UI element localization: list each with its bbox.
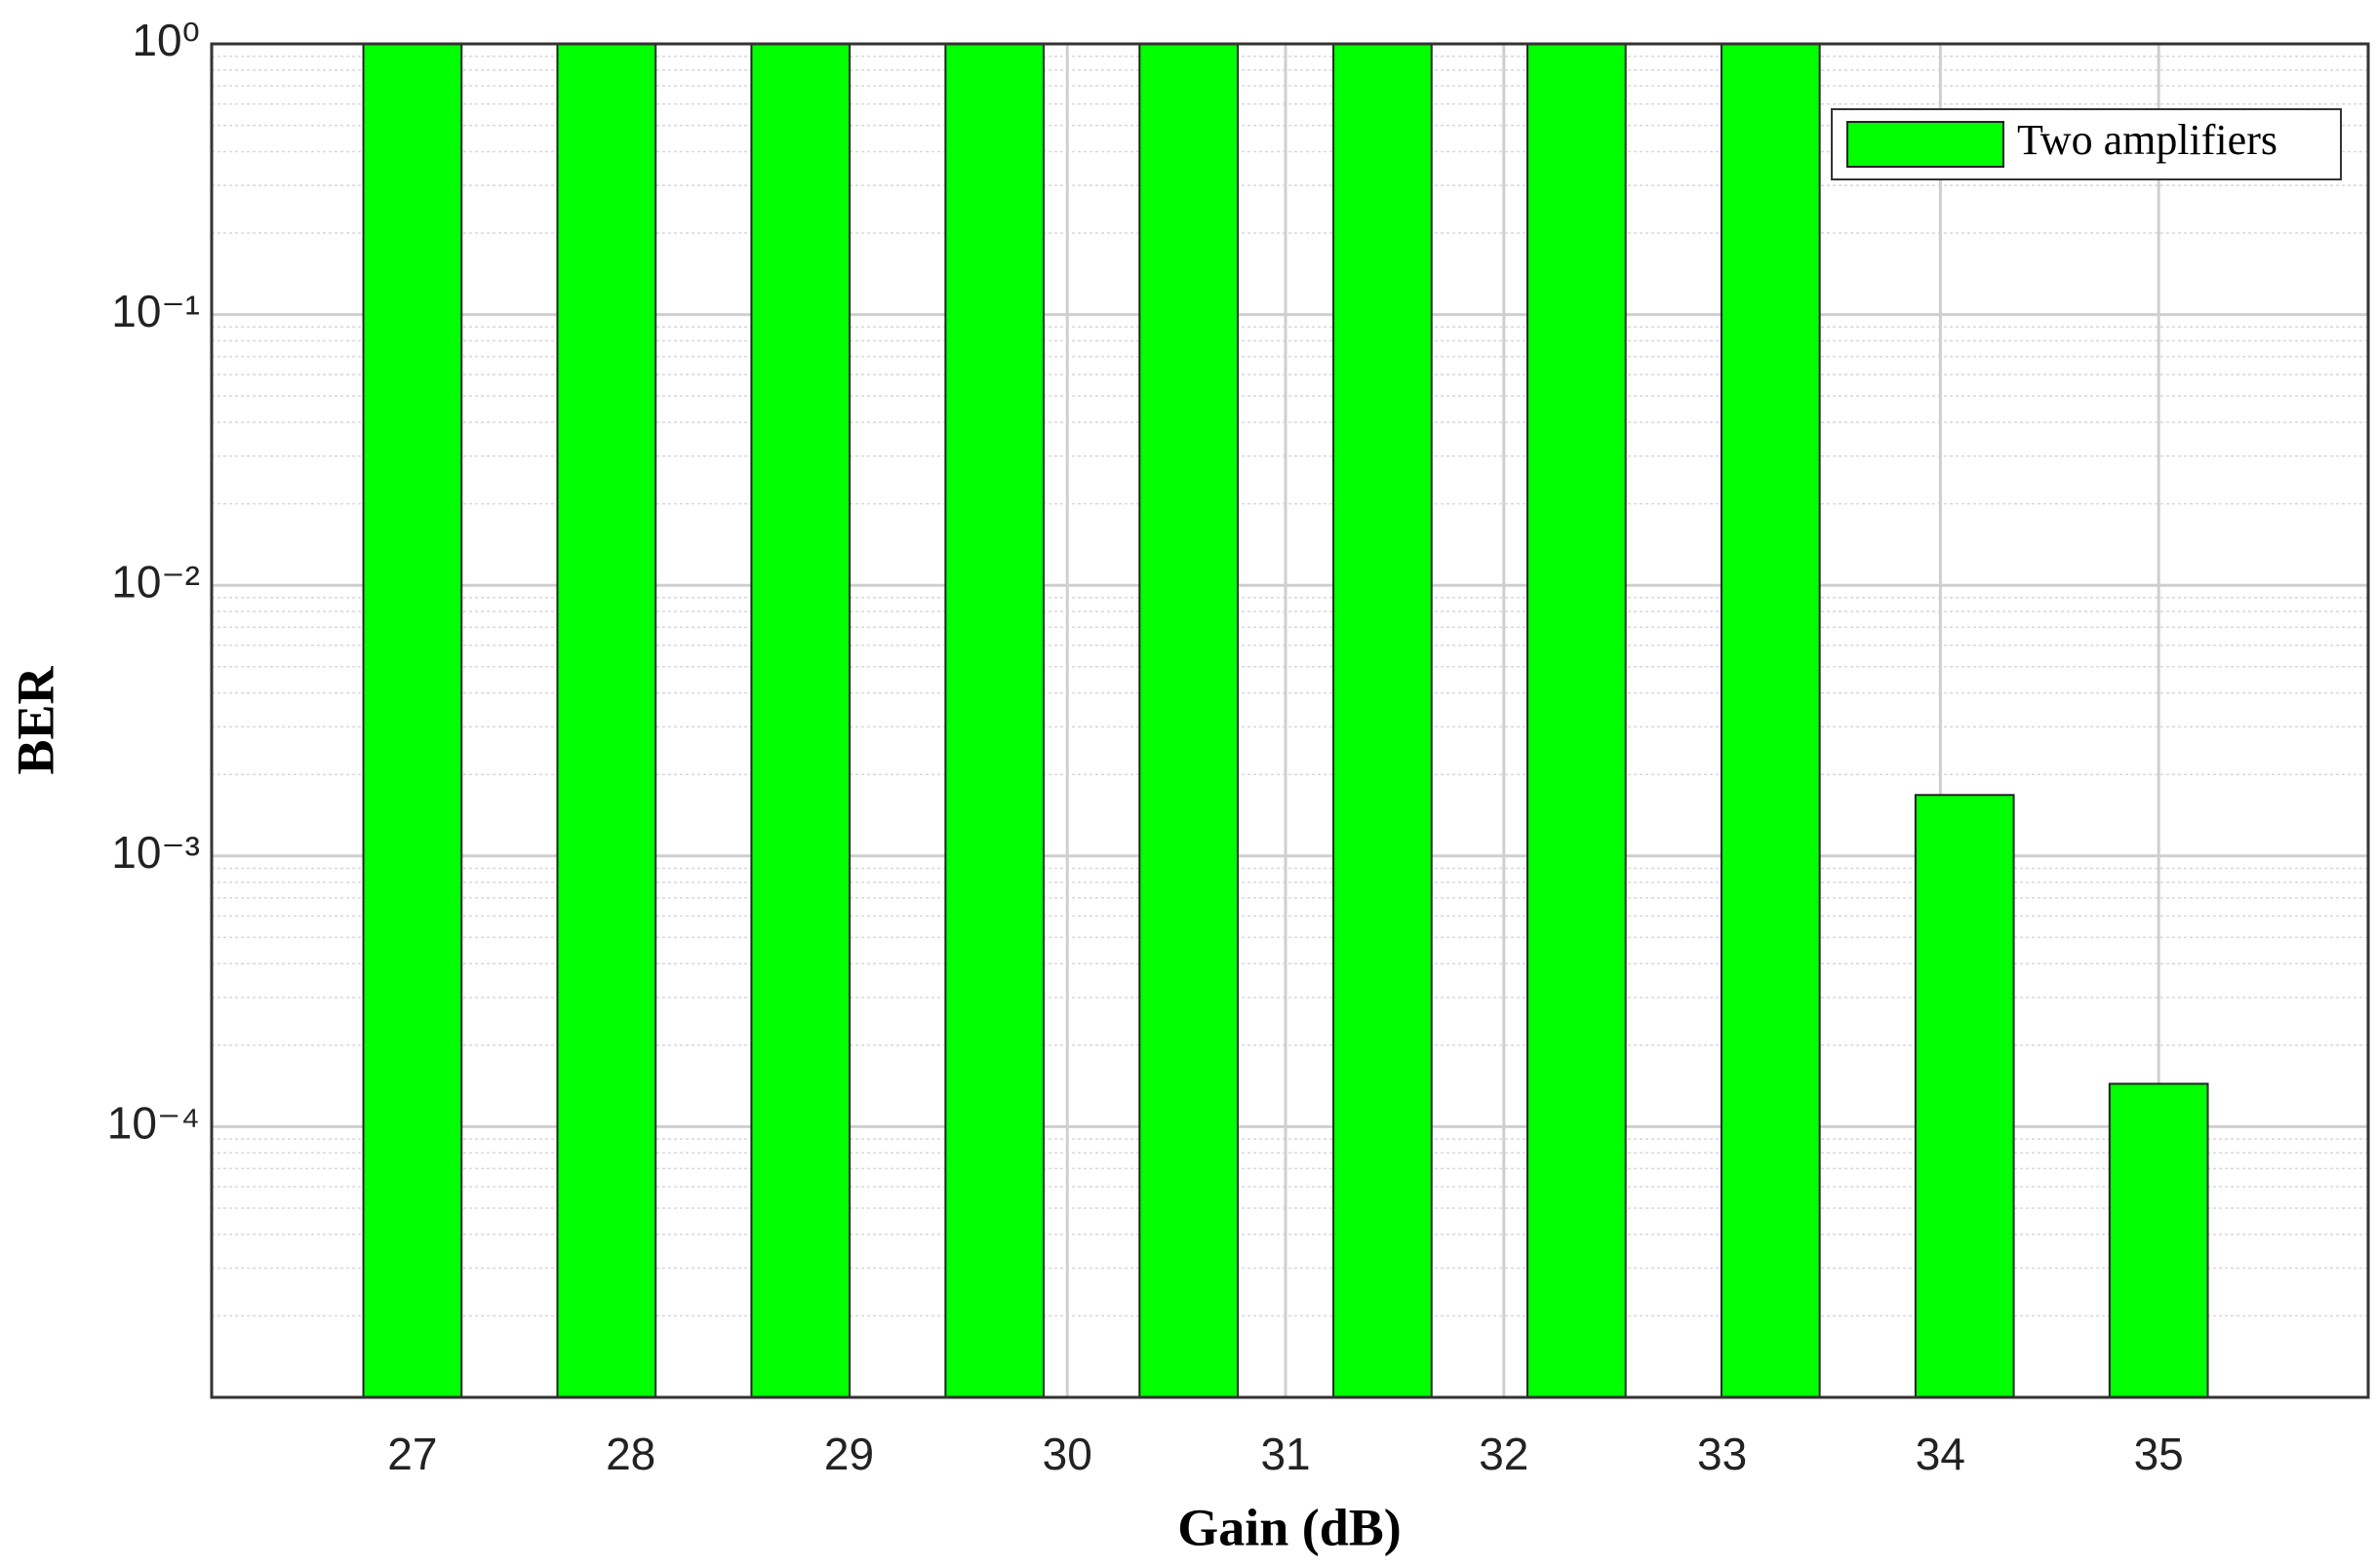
bar (1332, 43, 1433, 1398)
y-tick-label: 10⁻³ (111, 827, 200, 878)
x-tick-label: 33 (1697, 1429, 1747, 1479)
legend-label: Two amplifiers (2017, 116, 2277, 164)
bar (362, 43, 463, 1398)
x-tick-label: 34 (1916, 1429, 1965, 1479)
x-tick-label: 28 (606, 1429, 655, 1479)
x-tick-label: 30 (1043, 1429, 1092, 1479)
bar (1138, 43, 1240, 1398)
axes-frame (210, 42, 2370, 1399)
bar (556, 43, 657, 1398)
y-tick-label: 10⁻² (111, 556, 200, 607)
bar (944, 43, 1046, 1398)
y-tick-label: 10⁻⁴ (107, 1098, 200, 1149)
y-tick-label: 10⁰ (132, 15, 200, 65)
x-axis-label: Gain (dB) (1177, 1498, 1402, 1556)
bar (1720, 43, 1821, 1398)
bar (2108, 1082, 2209, 1399)
bar (1525, 43, 1627, 1398)
x-tick-label: 29 (824, 1429, 874, 1479)
x-tick-label: 27 (387, 1429, 437, 1479)
x-tick-label: 31 (1260, 1429, 1310, 1479)
y-axis-label: BER (6, 665, 64, 774)
y-tick-label: 10⁻¹ (111, 286, 200, 336)
legend-swatch (1846, 121, 2004, 168)
bar (750, 43, 851, 1398)
plot-area (212, 44, 2368, 1397)
bar (1914, 794, 2015, 1398)
x-tick-label: 35 (2134, 1429, 2184, 1479)
x-tick-label: 32 (1479, 1429, 1528, 1479)
